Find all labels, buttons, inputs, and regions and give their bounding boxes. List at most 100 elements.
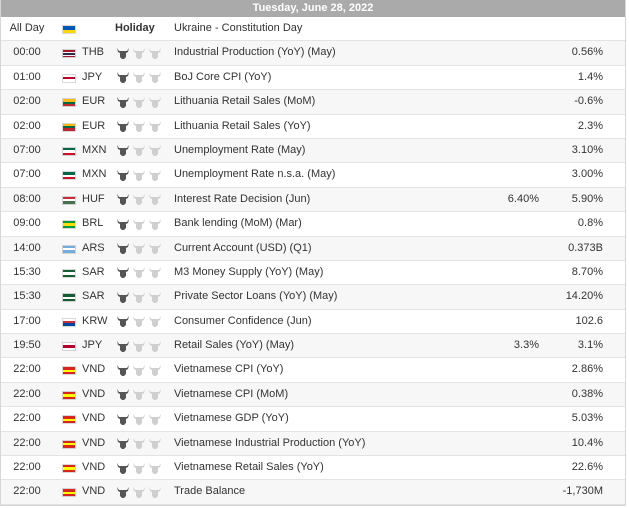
event-row[interactable]: 07:00 MXN Unemployment Rate n.s.a. (May) 3.… [1, 163, 625, 188]
event-time: 02:00 [13, 119, 41, 132]
event-row[interactable]: 02:00 EUR Lithuania Retail Sales (MoM) -0.6… [1, 90, 625, 115]
event-name[interactable]: Vietnamese CPI (YoY) [174, 363, 284, 376]
flag-stripe [63, 201, 75, 204]
flag-stripe [63, 196, 75, 200]
event-name[interactable]: Unemployment Rate (May) [174, 143, 306, 156]
event-name[interactable]: Vietnamese Industrial Production (YoY) [174, 436, 366, 449]
importance-rating [116, 358, 164, 381]
event-row[interactable]: 00:00 THB Industrial Production (YoY) (May… [1, 41, 625, 66]
currency-code: VND [82, 436, 106, 449]
bull-icon [116, 121, 130, 133]
flag-stripe [63, 29, 75, 33]
event-name[interactable]: Unemployment Rate n.s.a. (May) [174, 168, 336, 181]
flag-stripe [63, 125, 75, 129]
previous-value: 8.70% [571, 265, 603, 278]
event-row[interactable]: 22:00 VND Vietnamese Industrial Production… [1, 431, 625, 457]
currency-code: VND [82, 363, 106, 376]
holiday-event[interactable]: Ukraine - Constitution Day [174, 22, 303, 34]
event-name[interactable]: Current Account (USD) (Q1) [174, 241, 312, 254]
flag-icon [62, 25, 76, 34]
holiday-row[interactable]: All Day Holiday Ukraine - Constitution D… [1, 17, 625, 42]
previous-value: 2.86% [571, 363, 603, 376]
bull-icon [132, 194, 146, 206]
event-time: 17:00 [13, 314, 41, 327]
bull-icon [132, 96, 146, 108]
bull-icon [148, 291, 162, 303]
event-row[interactable]: 22:00 VND Vietnamese CPI (MoM) 0.38% [1, 382, 625, 408]
event-row[interactable]: 22:00 VND Vietnamese Retail Sales (YoY) 22.… [1, 456, 625, 481]
bull-icon [148, 340, 162, 352]
bull-icon [132, 243, 146, 255]
event-name[interactable]: Vietnamese Retail Sales (YoY) [174, 461, 324, 474]
flag-icon [62, 98, 76, 108]
flag-stripe [63, 420, 75, 424]
event-name[interactable]: Retail Sales (YoY) (May) [174, 339, 295, 352]
previous-value: 14.20% [565, 290, 603, 303]
event-name[interactable]: Trade Balance [174, 485, 246, 498]
flag-icon [62, 464, 76, 474]
event-row[interactable]: 15:30 SAR M3 Money Supply (YoY) (May) 8.70% [1, 261, 625, 286]
event-row[interactable]: 17:00 KRW Consumer Confidence (Jun) 102.6 [1, 310, 625, 335]
importance-rating [116, 261, 164, 284]
event-name[interactable]: Private Sector Loans (YoY) (May) [174, 290, 338, 303]
flag-icon [62, 244, 76, 254]
importance-rating [116, 383, 164, 406]
bull-icon [148, 267, 162, 279]
event-name[interactable]: Bank lending (MoM) (Mar) [174, 217, 302, 230]
bull-icon [132, 145, 146, 157]
event-row[interactable]: 14:00 ARS Current Account (USD) (Q1) 0.373B [1, 236, 625, 261]
event-name[interactable]: BoJ Core CPI (YoY) [174, 70, 272, 83]
flag-stripe [63, 394, 75, 397]
event-time: 22:00 [13, 387, 41, 400]
event-time: 07:00 [13, 168, 41, 181]
event-row[interactable]: 19:50 JPY Retail Sales (YoY) (May) 3.3% 3.1% [1, 334, 625, 359]
bull-icon [116, 486, 130, 498]
previous-value: -1,730M [562, 485, 603, 498]
previous-value: 22.6% [571, 461, 603, 474]
flag-stripe [63, 50, 75, 52]
flag-stripe [63, 296, 75, 299]
event-row[interactable]: 07:00 MXN Unemployment Rate (May) 3.10% [1, 138, 625, 164]
flag-stripe [63, 367, 75, 370]
flag-stripe [63, 416, 75, 419]
bull-icon [116, 438, 130, 450]
bull-icon [148, 145, 162, 157]
event-name[interactable]: Consumer Confidence (Jun) [174, 314, 312, 327]
event-row[interactable]: 22:00 VND Vietnamese GDP (YoY) 5.03% [1, 407, 625, 432]
date-header: Tuesday, June 28, 2022 [1, 0, 625, 17]
previous-value: 0.38% [571, 387, 603, 400]
bull-icon [132, 413, 146, 425]
event-name[interactable]: Interest Rate Decision (Jun) [174, 192, 311, 205]
event-row[interactable]: 15:30 SAR Private Sector Loans (YoY) (May)… [1, 285, 625, 310]
event-time: 14:00 [13, 241, 41, 254]
flag-stripe [63, 494, 75, 497]
event-row[interactable]: 22:00 VND Trade Balance -1,730M [1, 480, 625, 505]
event-name[interactable]: Lithuania Retail Sales (YoY) [174, 119, 311, 132]
bull-icon [148, 72, 162, 84]
event-name[interactable]: M3 Money Supply (YoY) (May) [174, 265, 324, 278]
event-row[interactable]: 02:00 EUR Lithuania Retail Sales (YoY) 2.3% [1, 115, 625, 139]
bull-icon [116, 47, 130, 59]
bull-icon [116, 145, 130, 157]
bull-icon [132, 389, 146, 401]
event-name[interactable]: Vietnamese CPI (MoM) [174, 387, 289, 400]
event-name[interactable]: Industrial Production (YoY) (May) [174, 46, 336, 59]
flag-icon [62, 390, 76, 400]
event-row[interactable]: 22:00 VND Vietnamese CPI (YoY) 2.86% [1, 358, 625, 383]
bull-icon [148, 486, 162, 498]
currency-code: SAR [82, 290, 105, 303]
flag-icon [62, 317, 76, 327]
flag-stripe [63, 55, 75, 58]
event-time: 07:00 [13, 143, 41, 156]
flag-icon [62, 73, 76, 83]
bull-icon [132, 218, 146, 230]
event-name[interactable]: Lithuania Retail Sales (MoM) [174, 95, 316, 108]
event-time: 00:00 [13, 46, 41, 59]
event-row[interactable]: 08:00 HUF Interest Rate Decision (Jun) 6.40… [1, 187, 625, 213]
event-name[interactable]: Vietnamese GDP (YoY) [174, 412, 289, 425]
event-row[interactable]: 09:00 BRL Bank lending (MoM) (Mar) 0.8% [1, 212, 625, 237]
bull-icon [116, 72, 130, 84]
event-row[interactable]: 01:00 JPY BoJ Core CPI (YoY) 1.4% [1, 66, 625, 91]
bull-icon [116, 291, 130, 303]
bull-icon [132, 438, 146, 450]
